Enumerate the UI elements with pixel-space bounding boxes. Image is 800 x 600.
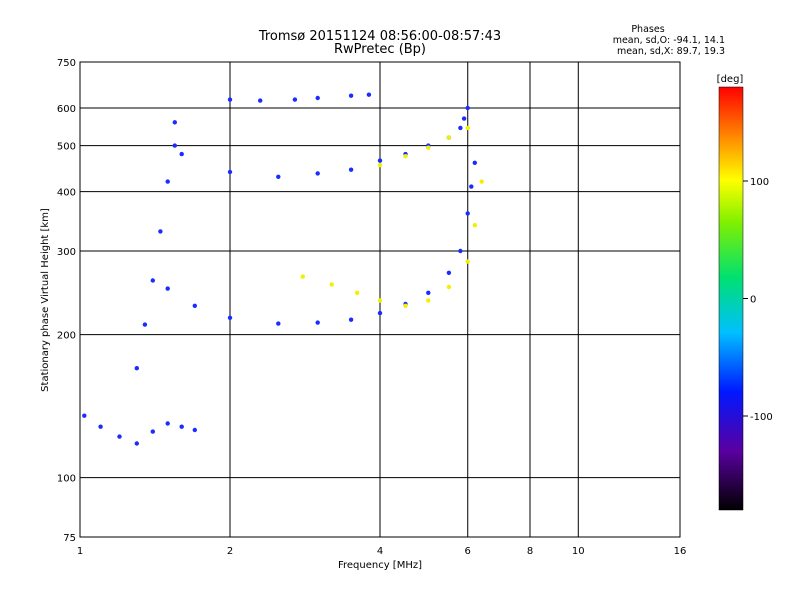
echo-point [276,174,281,179]
echo-point [472,223,477,228]
echo-point [82,413,87,418]
y-tick-label: 100 [57,474,76,485]
colorbar-tick-label: -100 [750,412,773,423]
echo-point [426,298,431,303]
colorbar-ticks: 100 0 -100 [743,177,773,423]
echo-point [377,310,383,316]
echo-point [446,270,452,275]
x-tick-label: 6 [465,546,471,557]
echo-point [355,290,360,295]
echo-point [142,322,148,327]
echo-point [461,116,467,121]
echo-point [377,162,383,168]
echo-point [258,98,263,103]
echo-point [426,145,431,150]
echo-point [446,284,452,290]
echo-point [165,179,170,184]
echo-point [150,429,155,434]
colorbar-tick-label: 0 [750,295,756,306]
echo-point [465,105,470,111]
echo-point [377,158,383,163]
echo-point [329,282,334,287]
echo-point [458,125,463,131]
x-tick-label: 8 [527,546,533,557]
y-tick-label: 200 [57,331,76,342]
echo-point [134,441,139,446]
grid-lines [79,61,681,538]
echo-point [348,93,354,98]
stats-heading: Phases [631,24,664,35]
y-tick-label: 75 [63,533,76,544]
echo-point [292,97,298,102]
x-tick-labels: 1 2 4 6 8 10 16 [77,546,687,557]
y-axis-title: Stationary phase Virtual Height [km] [40,208,51,392]
echo-point [465,259,470,264]
colorbar-tick-label: 100 [750,177,769,188]
colorbar [718,86,744,511]
echo-point [172,143,177,148]
echo-point [192,303,197,308]
echo-point [348,317,354,322]
x-tick-label: 2 [227,546,233,557]
stats-o-mode: mean, sd,O: -94.1, 14.1 [613,35,725,46]
echo-point [348,167,354,172]
y-tick-label: 750 [57,58,76,69]
echo-point [315,320,320,325]
echo-point [227,97,233,102]
colorbar-label: [deg] [717,74,744,85]
y-tick-label: 400 [57,188,76,199]
echo-point [98,424,103,429]
echo-point [134,366,139,371]
echo-point [179,151,184,157]
y-tick-labels: 75 100 200 300 400 500 600 750 [57,58,76,544]
x-tick-label: 1 [77,546,83,557]
echo-point [158,229,163,234]
y-tick-label: 300 [57,247,76,258]
echo-point [227,169,233,175]
echo-point [469,184,474,189]
echo-point [150,278,155,283]
x-axis-title: Frequency [MHz] [338,560,422,571]
echo-point [446,135,452,140]
echo-point [165,286,170,291]
echo-point [315,171,320,176]
echo-point [472,160,477,165]
echo-point [479,179,484,184]
stats-x-mode: mean, sd,X: 89.7, 19.3 [617,46,725,57]
echo-point [192,427,197,433]
chart-title: Tromsø 20151124 08:56:00-08:57:43 [258,29,501,44]
x-tick-label: 16 [674,546,687,557]
data-points [82,92,484,446]
echo-point [165,421,170,426]
echo-point [315,95,320,101]
echo-point [426,290,431,295]
echo-point [172,120,177,125]
echo-point [458,248,463,254]
echo-point [403,154,408,159]
y-tick-label: 600 [57,104,76,115]
echo-point [117,434,122,439]
echo-point [179,424,184,429]
echo-point [300,274,305,279]
x-tick-label: 10 [572,546,585,557]
chart-subtitle: RwPretec (Bp) [334,42,426,57]
echo-point [377,298,383,303]
x-tick-label: 4 [377,546,383,557]
echo-point [465,211,470,216]
echo-point [403,303,408,308]
y-tick-label: 500 [57,142,76,153]
echo-point [227,315,233,320]
echo-point [465,125,470,131]
echo-point [276,321,281,326]
echo-point [366,92,372,97]
